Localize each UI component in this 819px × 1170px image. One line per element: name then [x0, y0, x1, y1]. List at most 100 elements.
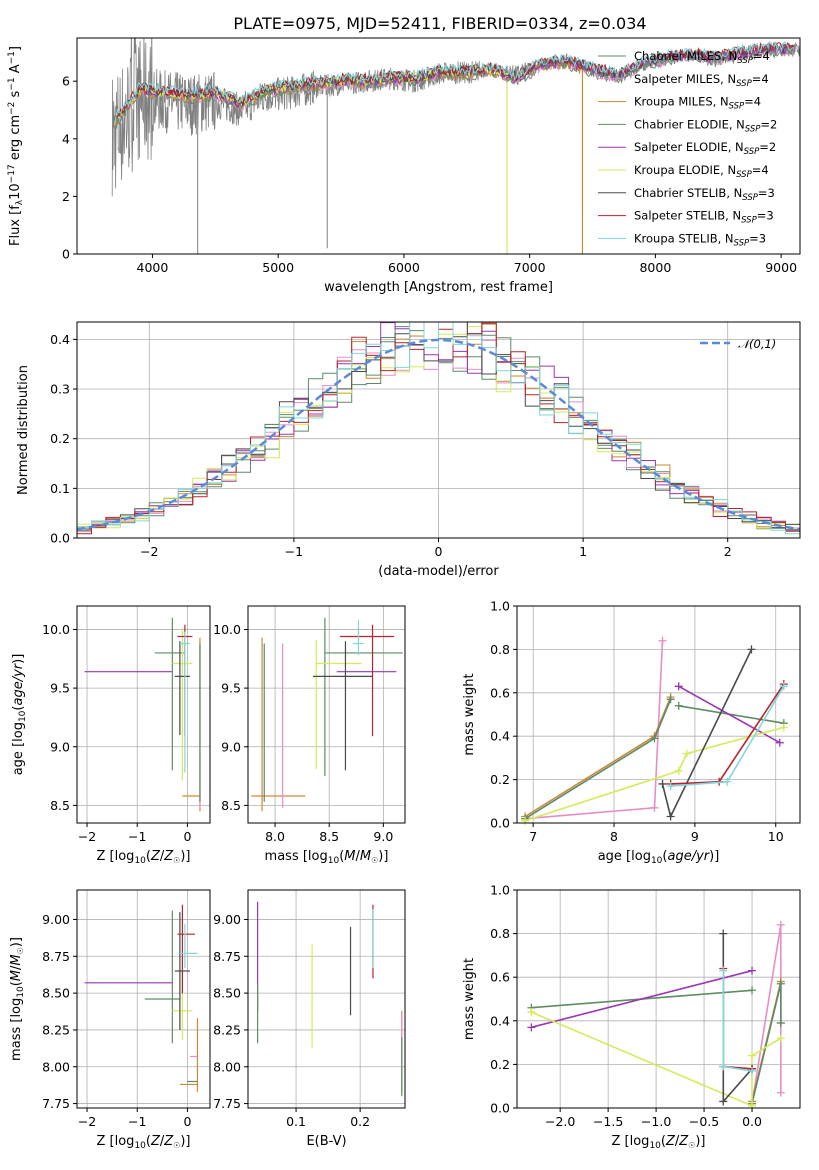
x-tick-label: 0.0 [742, 1114, 762, 1129]
axes-frame [76, 605, 211, 824]
y-axis-label: Normed distribution [16, 365, 31, 495]
x-tick-label: −2 [78, 829, 96, 844]
y-tick-label: 0.2 [50, 431, 70, 446]
age-vs-Z-panel: −2 −1 0 8.5 9.0 9.5 10.0 Z [log10(Z/Z☉)] age [lo… [11, 605, 211, 866]
y-tick-label: 8.25 [213, 1022, 241, 1037]
y-tick-label: 0.4 [490, 729, 510, 744]
y-tick-label: 2 [62, 189, 70, 204]
y-tick-label: 0.2 [490, 1057, 510, 1072]
axes-frame [76, 889, 211, 1109]
y-tick-label: 8.5 [50, 798, 70, 813]
legend-entry: Salpeter ELODIE, NSSP=2 [634, 140, 776, 157]
mass-weight-line [524, 726, 785, 822]
y-tick-label: 10.0 [213, 622, 241, 637]
mass-weight-marker [719, 1097, 728, 1106]
x-tick-label: 8.0 [265, 829, 285, 844]
y-tick-label: 7.75 [42, 1096, 70, 1111]
mass-weight-marker [674, 766, 683, 775]
y-axis-label: age [log10(age/yr)] [11, 654, 28, 776]
y-tick-label: 10.0 [42, 622, 70, 637]
legend-entry: 𝒩(0,1) [738, 337, 776, 351]
x-tick-label: 9.0 [373, 829, 393, 844]
mass-weight-marker [719, 966, 728, 975]
mass-weight-marker [776, 920, 785, 929]
mass-weight-marker [658, 779, 667, 788]
y-tick-label: 0.8 [490, 926, 510, 941]
x-tick-label: 0 [183, 1114, 191, 1129]
y-axis-label: Flux [fλ10−17 erg cm−2 s−1 A−1] [7, 46, 25, 246]
model-spectrum-line [114, 40, 794, 123]
y-tick-label: 0.3 [50, 382, 70, 397]
mass-weight-line [531, 1011, 782, 1108]
x-tick-label: 2 [724, 544, 732, 559]
x-tick-label: −1.5 [593, 1114, 623, 1129]
axes-frame [247, 605, 406, 824]
mass-weight-line [722, 968, 753, 1070]
legend-entry: Chabrier ELODIE, NSSP=2 [634, 117, 777, 134]
mass-weight-marker [650, 803, 659, 812]
y-tick-label: 9.00 [213, 912, 241, 927]
x-axis-label: wavelength [Angstrom, rest frame] [324, 280, 553, 295]
y-tick-label: 0.8 [490, 642, 510, 657]
mass-weight-marker [719, 1062, 728, 1071]
y-tick-label: 8.00 [42, 1059, 70, 1074]
mass-weight-marker [776, 979, 785, 988]
mass-weight-marker [527, 1008, 536, 1017]
y-tick-label: 0.0 [50, 531, 70, 546]
mass-weight-marker [748, 1066, 757, 1075]
axes-frame [247, 889, 406, 1109]
mass-weight-line [722, 933, 753, 1104]
y-tick-label: 1.0 [490, 883, 510, 898]
mass-weight-marker [747, 645, 756, 654]
mass-weight-marker [674, 682, 683, 691]
y-tick-label: 1.0 [490, 599, 510, 614]
mass-weight-marker [666, 695, 675, 704]
y-tick-label: 9.00 [42, 912, 70, 927]
y-tick-label: 0.0 [490, 1101, 510, 1116]
y-tick-label: 8.50 [42, 986, 70, 1001]
y-tick-label: 8.5 [221, 798, 241, 813]
x-tick-label: 0.2 [350, 1114, 370, 1129]
mass-weight-marker [719, 929, 728, 938]
x-axis-label: Z [log10(Z/Z☉)] [97, 849, 191, 866]
figure-title: PLATE=0975, MJD=52411, FIBERID=0334, z=0… [233, 14, 646, 33]
axes-frame [516, 605, 801, 824]
x-axis-label: mass [log10(M/M☉)] [265, 849, 389, 866]
mass-weight-marker [666, 782, 675, 791]
mass-weight-marker [650, 734, 659, 743]
y-tick-label: 7.75 [213, 1096, 241, 1111]
massweight-vs-age-panel: 7 8 9 10 0.0 0.2 0.4 0.6 0.8 1.0 age [log10(age/yr… [462, 599, 801, 866]
x-tick-label: 7000 [514, 260, 546, 275]
y-axis-label: mass weight [462, 958, 477, 1040]
spectrum-panel: 4000 5000 6000 7000 8000 9000 0 2 4 6 wavelength [… [7, 37, 801, 295]
mass-weight-line [661, 649, 753, 819]
mass-weight-marker [779, 723, 788, 732]
y-tick-label: 9.0 [221, 739, 241, 754]
x-tick-label: −2.0 [545, 1114, 575, 1129]
legend-entry: Chabrier MILES, NSSP=4 [634, 49, 770, 66]
mass-weight-line [524, 696, 672, 818]
y-tick-label: 9.5 [221, 681, 241, 696]
y-tick-label: 9.0 [50, 739, 70, 754]
mass-weight-marker [723, 777, 732, 786]
legend-entry: Kroupa ELODIE, NSSP=4 [634, 163, 769, 180]
spectrum-lines [111, 38, 800, 254]
mass-weight-marker [779, 682, 788, 691]
x-tick-label: −1.0 [641, 1114, 671, 1129]
y-tick-label: 0.4 [50, 332, 70, 347]
x-tick-label: 0 [183, 829, 191, 844]
axes-frame [516, 889, 801, 1109]
y-tick-label: 8.75 [213, 949, 241, 964]
y-tick-label: 8.25 [42, 1022, 70, 1037]
x-tick-label: −0.5 [689, 1114, 719, 1129]
x-tick-label: 8 [610, 829, 618, 844]
mass-weight-line [678, 705, 784, 724]
y-tick-label: 9.5 [50, 681, 70, 696]
x-tick-label: −2 [78, 1114, 96, 1129]
x-axis-label: age [log10(age/yr)] [598, 849, 720, 866]
x-axis-label: (data-model)/error [378, 564, 499, 579]
y-tick-label: 0.1 [50, 481, 70, 496]
mass-weight-marker [748, 966, 757, 975]
mass-weight-line [751, 924, 782, 1104]
